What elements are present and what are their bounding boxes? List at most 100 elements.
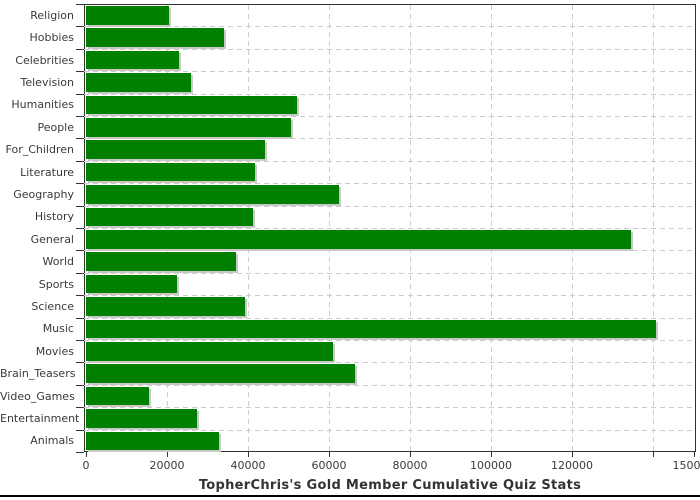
category-label: Brain_Teasers bbox=[0, 367, 76, 381]
bar-row bbox=[86, 138, 694, 160]
bar-row bbox=[86, 250, 694, 272]
bar-row bbox=[86, 295, 694, 317]
bar-humanities bbox=[86, 95, 297, 115]
bar-row bbox=[86, 26, 694, 48]
gridline-horizontal bbox=[84, 48, 695, 50]
y-axis-tick bbox=[76, 138, 84, 140]
x-axis-tick bbox=[329, 452, 330, 457]
y-axis-tick bbox=[76, 295, 84, 297]
y-axis-tick bbox=[76, 407, 84, 409]
gridline-horizontal bbox=[84, 272, 695, 274]
y-axis-tick bbox=[76, 362, 84, 364]
bar-row bbox=[86, 161, 694, 183]
bar-literature bbox=[86, 162, 256, 182]
bar-people bbox=[86, 118, 291, 137]
bar-row bbox=[86, 116, 694, 138]
y-axis-tick bbox=[76, 340, 84, 341]
x-axis-tick bbox=[572, 452, 573, 457]
gridline-horizontal bbox=[84, 407, 695, 409]
y-axis-tick bbox=[76, 272, 84, 274]
gridline-horizontal bbox=[84, 116, 695, 117]
x-axis-tick-label: 80000 bbox=[392, 459, 428, 472]
bar-for_children bbox=[86, 140, 266, 159]
gridline-horizontal bbox=[84, 340, 695, 341]
y-axis-tick bbox=[76, 71, 84, 73]
x-axis-tick-label: 60000 bbox=[311, 459, 347, 472]
gridline-horizontal bbox=[84, 26, 695, 28]
bar-row bbox=[86, 228, 694, 250]
bar-sports bbox=[86, 274, 177, 294]
x-axis-tick-label: 120000 bbox=[551, 459, 593, 472]
bar-celebrities bbox=[86, 50, 180, 70]
x-axis-tick bbox=[693, 452, 695, 457]
gridline-horizontal bbox=[84, 160, 695, 162]
category-label: Humanities bbox=[11, 98, 74, 112]
x-axis-tick-label: 150000 bbox=[672, 459, 700, 472]
bar-animals bbox=[86, 431, 219, 451]
bar-science bbox=[86, 297, 246, 316]
y-axis-tick bbox=[76, 93, 84, 95]
category-label: Geography bbox=[13, 187, 74, 201]
x-axis-tick-label: 0 bbox=[82, 459, 90, 472]
bar-row bbox=[86, 4, 694, 26]
bar-row bbox=[86, 71, 694, 93]
plot-data-area bbox=[84, 4, 695, 452]
gridline-horizontal bbox=[84, 228, 695, 229]
category-label: History bbox=[34, 210, 74, 224]
category-label: People bbox=[37, 120, 74, 134]
bar-general bbox=[86, 230, 632, 249]
bar-row bbox=[86, 362, 694, 384]
bar-row bbox=[86, 183, 694, 205]
chart-title: TopherChris's Gold Member Cumulative Qui… bbox=[198, 478, 582, 493]
category-label: Religion bbox=[30, 8, 74, 22]
y-axis-tick bbox=[76, 160, 84, 162]
category-label: Animals bbox=[30, 434, 74, 448]
y-axis-tick bbox=[76, 228, 84, 229]
y-axis-tick bbox=[76, 452, 84, 453]
bar-row bbox=[86, 430, 694, 452]
category-label: General bbox=[30, 232, 74, 246]
bar-row bbox=[86, 318, 694, 340]
x-axis-tick bbox=[653, 452, 654, 457]
gridline-horizontal bbox=[84, 71, 695, 73]
category-label: Entertainment bbox=[0, 411, 80, 425]
bar-row bbox=[86, 407, 694, 429]
bar-row bbox=[86, 206, 694, 228]
bar-row bbox=[86, 385, 694, 407]
bar-world bbox=[86, 252, 236, 271]
bar-religion bbox=[86, 6, 170, 25]
bar-music bbox=[86, 319, 657, 339]
category-label: Video_Games bbox=[0, 389, 75, 403]
y-axis-tick bbox=[76, 317, 84, 319]
x-axis-tick-label: 100000 bbox=[470, 459, 512, 472]
bar-movies bbox=[86, 342, 334, 361]
x-axis-tick bbox=[86, 452, 87, 457]
bar-entertainment bbox=[86, 409, 198, 428]
bar-row bbox=[86, 340, 694, 362]
y-axis-tick bbox=[76, 384, 84, 386]
category-label: Movies bbox=[35, 344, 74, 358]
x-axis-tick bbox=[248, 452, 249, 457]
gridline-horizontal bbox=[84, 250, 695, 252]
x-axis-tick bbox=[491, 452, 492, 457]
category-label: Literature bbox=[20, 165, 74, 179]
bottom-divider bbox=[0, 495, 700, 497]
y-axis-tick bbox=[76, 183, 84, 185]
y-axis-tick bbox=[76, 429, 84, 431]
bar-row bbox=[86, 94, 694, 116]
category-label: Music bbox=[42, 322, 74, 336]
gridline-horizontal bbox=[84, 138, 695, 140]
x-axis-tick-label: 20000 bbox=[149, 459, 185, 472]
y-axis-tick bbox=[76, 116, 84, 117]
x-axis-tick bbox=[167, 452, 168, 457]
bar-brain_teasers bbox=[86, 364, 355, 383]
gridline-horizontal bbox=[84, 317, 695, 319]
bar-history bbox=[86, 207, 254, 227]
category-label: Hobbies bbox=[29, 31, 74, 45]
y-axis-tick bbox=[76, 250, 84, 252]
gridline-horizontal bbox=[84, 384, 695, 386]
bar-row bbox=[86, 273, 694, 295]
gridline-horizontal bbox=[84, 183, 695, 185]
bar-video_games bbox=[86, 386, 150, 406]
